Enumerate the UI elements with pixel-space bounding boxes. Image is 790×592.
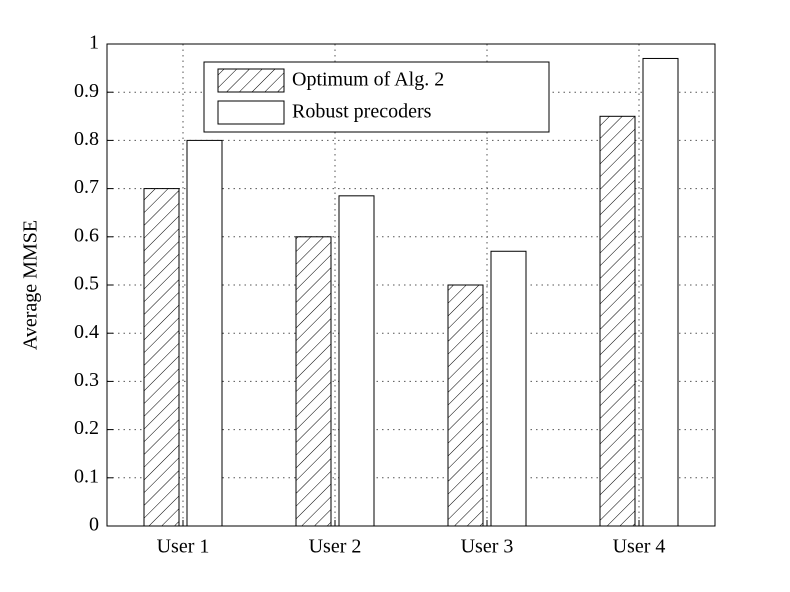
y-tick-label: 0.2 [74, 417, 99, 439]
legend-label: Optimum of Alg. 2 [292, 69, 444, 91]
x-tick-label: User 2 [309, 536, 362, 558]
y-axis-label: Average MMSE [20, 220, 42, 350]
bar [143, 188, 180, 527]
y-tick-label: 0.8 [74, 128, 99, 150]
y-tick-label: 0.5 [74, 273, 99, 295]
legend-swatch [217, 68, 285, 93]
y-tick-label: 1 [89, 32, 99, 54]
legend-label: Robust precoders [292, 101, 432, 123]
y-tick-label: 0.7 [74, 176, 99, 198]
y-tick-label: 0.1 [74, 465, 99, 487]
y-tick-label: 0 [89, 514, 99, 536]
y-tick-label: 0.3 [74, 369, 99, 391]
bar [642, 57, 679, 527]
x-tick-label: User 1 [157, 536, 210, 558]
legend-swatch [217, 100, 285, 125]
y-tick-label: 0.9 [74, 80, 99, 102]
y-tick-label: 0.4 [74, 321, 99, 343]
y-tick-label: 0.6 [74, 224, 99, 246]
bar [490, 250, 527, 527]
x-tick-label: User 4 [613, 536, 666, 558]
plot-frame [106, 43, 716, 527]
bar [338, 195, 375, 527]
bar [295, 236, 332, 527]
x-tick-label: User 3 [461, 536, 514, 558]
bar [599, 115, 636, 527]
bar [447, 284, 484, 527]
bar [186, 139, 223, 527]
